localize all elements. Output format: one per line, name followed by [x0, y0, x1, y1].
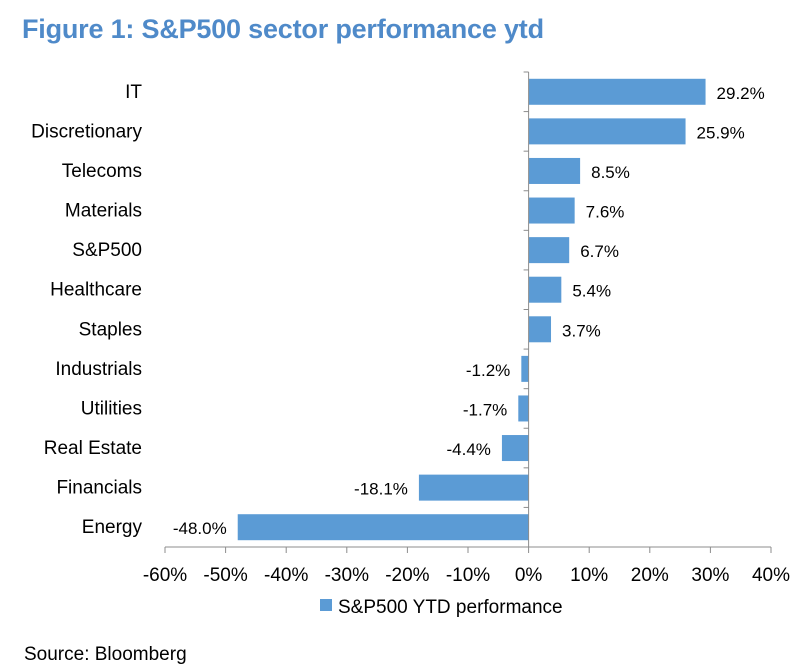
bar-chart: IT 29.2% Discretionary 25.9% Telecoms 8.5% Mat… [31, 71, 790, 618]
data-label: -18.1% [354, 480, 408, 499]
category-label: Financials [56, 478, 142, 499]
bar-9 [501, 435, 529, 462]
x-tick-label: 10% [570, 565, 608, 586]
data-label: -4.4% [447, 440, 491, 459]
x-tick-label: -50% [203, 565, 247, 586]
x-tick-label: -40% [264, 565, 308, 586]
bar-5 [528, 276, 562, 303]
x-tick-label: -30% [325, 565, 369, 586]
category-label: Real Estate [44, 438, 142, 459]
source-note: Source: Bloomberg [24, 644, 187, 665]
bar-2 [528, 157, 581, 184]
data-label: 8.5% [591, 163, 630, 182]
data-label: 3.7% [562, 321, 601, 340]
data-label: -1.2% [466, 361, 510, 380]
data-label: 29.2% [717, 84, 765, 103]
data-label: -48.0% [173, 519, 227, 538]
bar-10 [418, 474, 529, 501]
x-tick-label: 0% [515, 565, 543, 586]
bar-11 [237, 514, 529, 541]
category-label: Discretionary [31, 121, 142, 142]
category-label: Telecoms [62, 161, 142, 182]
bar-8 [518, 395, 529, 422]
category-label: S&P500 [72, 240, 142, 261]
data-label: -1.7% [463, 400, 507, 419]
category-label: IT [125, 82, 142, 103]
bar-4 [528, 237, 570, 264]
x-tick-label: -20% [385, 565, 429, 586]
bar-3 [528, 197, 575, 224]
bar-1 [528, 118, 686, 145]
x-tick-label: 40% [752, 565, 790, 586]
data-label: 6.7% [580, 242, 619, 261]
x-tick-label: 20% [631, 565, 669, 586]
x-tick-label: 30% [691, 565, 729, 586]
category-label: Healthcare [50, 280, 142, 301]
category-label: Energy [82, 517, 143, 538]
data-label: 25.9% [697, 123, 745, 142]
category-label: Industrials [55, 359, 142, 380]
category-label: Materials [65, 201, 142, 222]
x-tick-label: -60% [143, 565, 187, 586]
data-label: 7.6% [586, 203, 625, 222]
bar-6 [528, 316, 552, 343]
x-tick-label: -10% [446, 565, 490, 586]
legend-label: S&P500 YTD performance [338, 597, 563, 618]
data-label: 5.4% [572, 282, 611, 301]
category-label: Staples [79, 319, 142, 340]
chart-title: Figure 1: S&P500 sector performance ytd [22, 14, 544, 44]
bar-0 [528, 78, 706, 105]
category-label: Utilities [81, 398, 142, 419]
bar-7 [521, 355, 529, 382]
legend-swatch [320, 599, 332, 611]
